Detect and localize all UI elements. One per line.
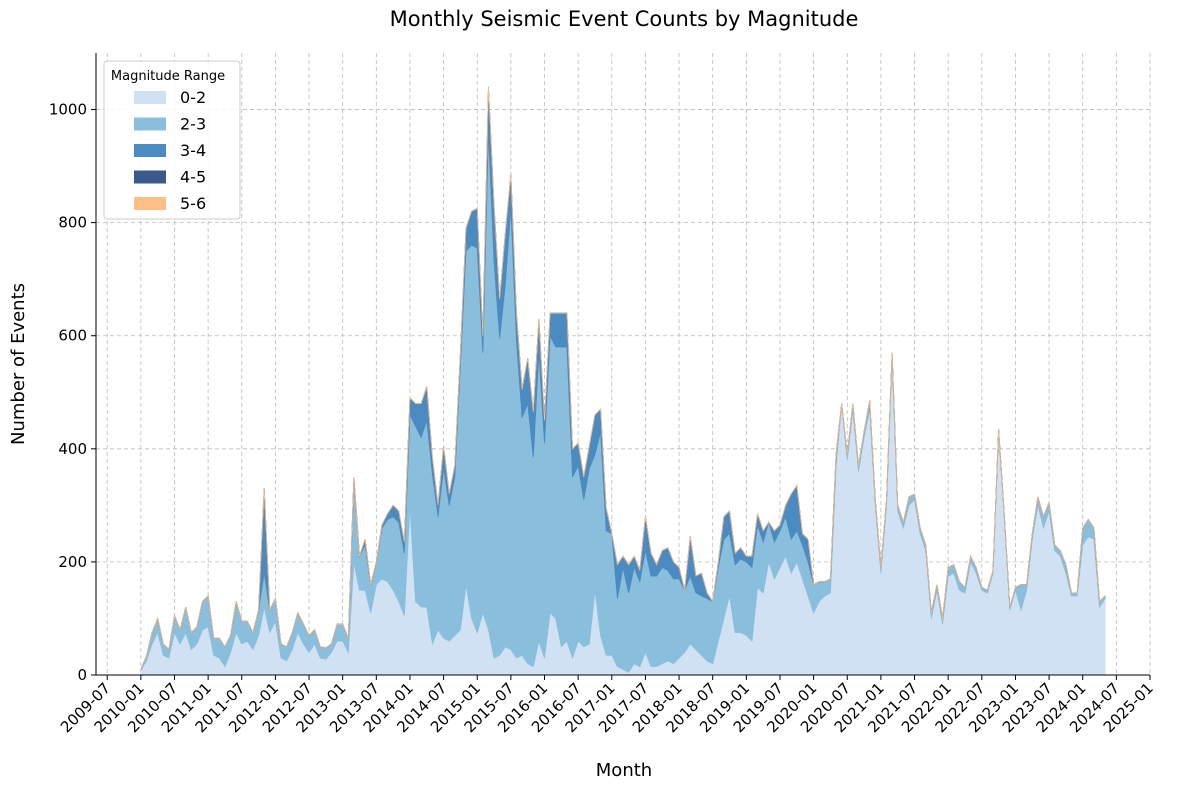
legend-swatch [134, 197, 166, 210]
x-axis-label: Month [596, 760, 652, 781]
y-tick-label: 600 [58, 327, 87, 345]
y-tick-label: 0 [77, 666, 87, 684]
legend-label: 0-2 [180, 88, 206, 107]
y-tick-label: 1000 [49, 101, 87, 119]
legend-label: 2-3 [180, 115, 206, 134]
area [140, 132, 1106, 673]
legend-swatch [134, 170, 166, 184]
legend-swatch [134, 117, 166, 131]
y-tick-label: 800 [58, 214, 87, 232]
legend-label: 4-5 [180, 168, 206, 187]
legend-label: 5-6 [180, 194, 206, 213]
legend-box [103, 60, 241, 220]
y-tick-label: 200 [58, 553, 87, 571]
legend-label: 3-4 [180, 141, 206, 160]
y-axis-label: Number of Events [8, 283, 29, 445]
legend-swatch [134, 144, 166, 157]
chart-title: Monthly Seismic Event Counts by Magnitud… [390, 7, 859, 31]
legend-title: Magnitude Range [111, 69, 225, 84]
y-tick-label: 400 [58, 440, 87, 458]
legend-swatch [134, 91, 166, 104]
